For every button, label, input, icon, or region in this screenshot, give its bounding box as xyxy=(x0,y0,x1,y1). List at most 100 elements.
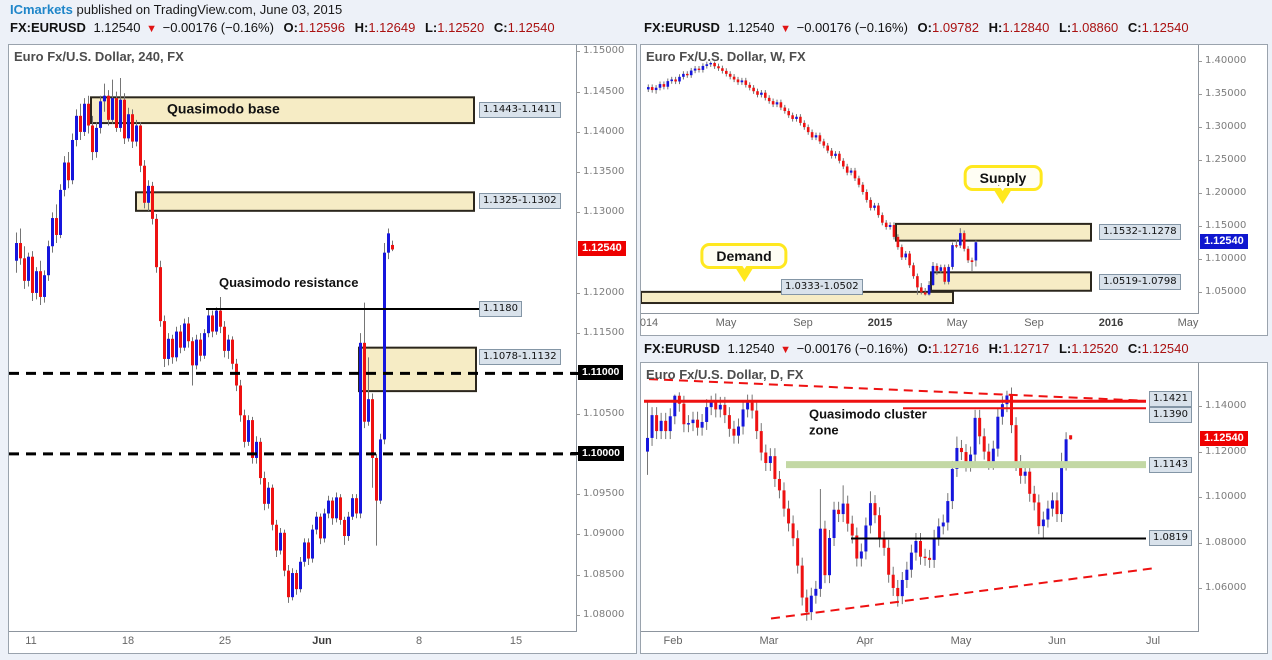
high-value: 1.12717 xyxy=(1002,341,1050,356)
zone-3-price-tag: 1.1078-1.1132 xyxy=(479,349,561,366)
level-0819-price-tag: 1.0819 xyxy=(1149,530,1192,547)
base-label: Quasimodo base xyxy=(167,100,280,117)
y-tick-label: 1.40000 xyxy=(1205,54,1247,66)
y-tick xyxy=(576,292,580,294)
y-tick-label: 1.13000 xyxy=(583,206,625,218)
high-label: H: xyxy=(988,341,1003,356)
y-tick xyxy=(1198,126,1202,128)
y-tick xyxy=(1198,225,1202,227)
y-tick-label: 1.10000 xyxy=(1205,491,1247,503)
x-tick-label: 014 xyxy=(639,317,659,329)
y-tick xyxy=(1198,159,1202,161)
publish-line: ICmarkets published on TradingView.com, … xyxy=(10,2,342,17)
publish-text: published on TradingView.com, June 03, 2… xyxy=(72,2,343,17)
y-tick xyxy=(1198,291,1202,293)
y-tick-label: 1.08000 xyxy=(583,608,625,620)
x-tick-label: May xyxy=(1177,317,1199,329)
y-tick-label: 1.10000 xyxy=(1205,252,1247,264)
x-tick-label: Jun xyxy=(312,635,332,647)
current-price-tag: 1.12540 xyxy=(1200,431,1248,447)
y-tick-label: 1.05000 xyxy=(1205,285,1247,297)
y-tick-label: 1.14000 xyxy=(1205,400,1247,411)
supply-callout: Supply xyxy=(963,165,1043,204)
demand-zone-price-tag: 1.0333-1.0502 xyxy=(781,279,863,296)
open-value: 1.12596 xyxy=(298,20,345,35)
current-price-tag: 1.12540 xyxy=(578,241,626,257)
y-tick-label: 1.12000 xyxy=(1205,445,1247,457)
x-tick-label: 11 xyxy=(25,635,37,647)
symbol-label: FX:EURUSD xyxy=(644,341,720,356)
open-label: O: xyxy=(917,341,932,356)
quote-line-weekly: FX:EURUSD 1.12540 ▼ −0.00176 (−0.16%) O:… xyxy=(644,20,1189,35)
base-zone-price-tag: 1.1443-1.1411 xyxy=(479,102,561,119)
down-triangle-icon: ▼ xyxy=(780,344,791,356)
y-tick xyxy=(576,212,580,214)
y-tick-label: 1.13500 xyxy=(583,166,625,178)
chart-panel-daily: Euro Fx/U.S. Dollar, D, FX 1.1421 1.1390 Q… xyxy=(640,362,1268,654)
down-triangle-icon: ▼ xyxy=(146,23,157,35)
low-value: 1.12520 xyxy=(437,20,485,35)
high-label: H: xyxy=(988,20,1003,35)
y-tick xyxy=(1198,542,1202,544)
y-tick xyxy=(1198,192,1202,194)
lower-supply-zone-price-tag: 1.0519-1.0798 xyxy=(1099,273,1181,290)
y-tick xyxy=(1198,258,1202,260)
close-label: C: xyxy=(493,20,508,35)
zone-2-price-tag: 1.1325-1.1302 xyxy=(479,193,561,210)
publisher-link[interactable]: ICmarkets xyxy=(10,2,73,17)
qm-level-1421-price-tag: 1.1421 xyxy=(1149,390,1192,407)
plot-area-daily xyxy=(641,363,1199,632)
qm-resistance-label: Quasimodo resistance xyxy=(219,275,359,291)
y-tick xyxy=(1198,93,1202,95)
x-tick-label: Jul xyxy=(1145,635,1161,647)
y-tick-label: 1.15000 xyxy=(583,45,625,57)
c240-plot xyxy=(9,78,576,603)
close-value: 1.12540 xyxy=(1141,20,1189,35)
y-tick-label: 1.12000 xyxy=(583,286,625,298)
open-label: O: xyxy=(283,20,298,35)
low-label: L: xyxy=(1058,341,1072,356)
qm-resistance-line-price-tag: 1.1180 xyxy=(479,301,522,318)
asc-trendline xyxy=(770,567,1154,620)
y-tick-label: 1.30000 xyxy=(1205,120,1247,132)
y-tick-label: 1.06000 xyxy=(1205,582,1247,594)
y-tick xyxy=(1198,451,1202,453)
y-tick-label: 1.14500 xyxy=(583,85,625,97)
y-tick xyxy=(576,91,580,93)
y-tick xyxy=(576,333,580,335)
supply-zone xyxy=(895,222,1092,242)
chart-title-weekly: Euro Fx/U.S. Dollar, W, FX xyxy=(646,49,806,64)
zone-2 xyxy=(135,191,475,212)
quote-line-daily: FX:EURUSD 1.12540 ▼ −0.00176 (−0.16%) O:… xyxy=(644,341,1189,356)
x-tick-label: 18 xyxy=(121,635,135,647)
chart-panel-weekly: Euro Fx/U.S. Dollar, W, FX 1.1532-1.1278… xyxy=(640,44,1268,336)
y-tick xyxy=(576,494,580,496)
open-value: 1.12716 xyxy=(932,341,979,356)
x-tick-label: Sep xyxy=(1024,317,1044,329)
y-tick xyxy=(576,131,580,133)
low-value: 1.08860 xyxy=(1071,20,1119,35)
symbol-label: FX:EURUSD xyxy=(10,20,86,35)
dashed-11100-axis-tag: 1.11000 xyxy=(570,365,624,381)
y-tick-label: 1.15000 xyxy=(1205,219,1247,231)
chart-panel-4h: Euro Fx/U.S. Dollar, 240, FX 1.1443-1.14… xyxy=(8,44,637,654)
close-value: 1.12540 xyxy=(1141,341,1189,356)
quote-line-4h: FX:EURUSD 1.12540 ▼ −0.00176 (−0.16%) O:… xyxy=(10,20,555,35)
y-tick xyxy=(576,574,580,576)
x-tick-label: 15 xyxy=(509,635,523,647)
dashed-11000-axis-tag: 1.10000 xyxy=(571,445,624,461)
y-tick xyxy=(576,51,580,53)
low-label: L: xyxy=(424,20,438,35)
y-tick xyxy=(1198,497,1202,499)
close-label: C: xyxy=(1127,20,1142,35)
x-tick-label: Feb xyxy=(663,635,683,647)
level-1143-price-tag: 1.1143 xyxy=(1149,456,1192,473)
x-tick-label: Jun xyxy=(1048,635,1066,647)
high-value: 1.12840 xyxy=(1002,20,1050,35)
qm-level-1390-price-tag: 1.1390 xyxy=(1149,407,1192,424)
y-tick xyxy=(1198,60,1202,62)
chart-title-daily: Euro Fx/U.S. Dollar, D, FX xyxy=(646,367,804,382)
symbol-label: FX:EURUSD xyxy=(644,20,720,35)
y-tick-label: 1.08000 xyxy=(1205,536,1247,548)
